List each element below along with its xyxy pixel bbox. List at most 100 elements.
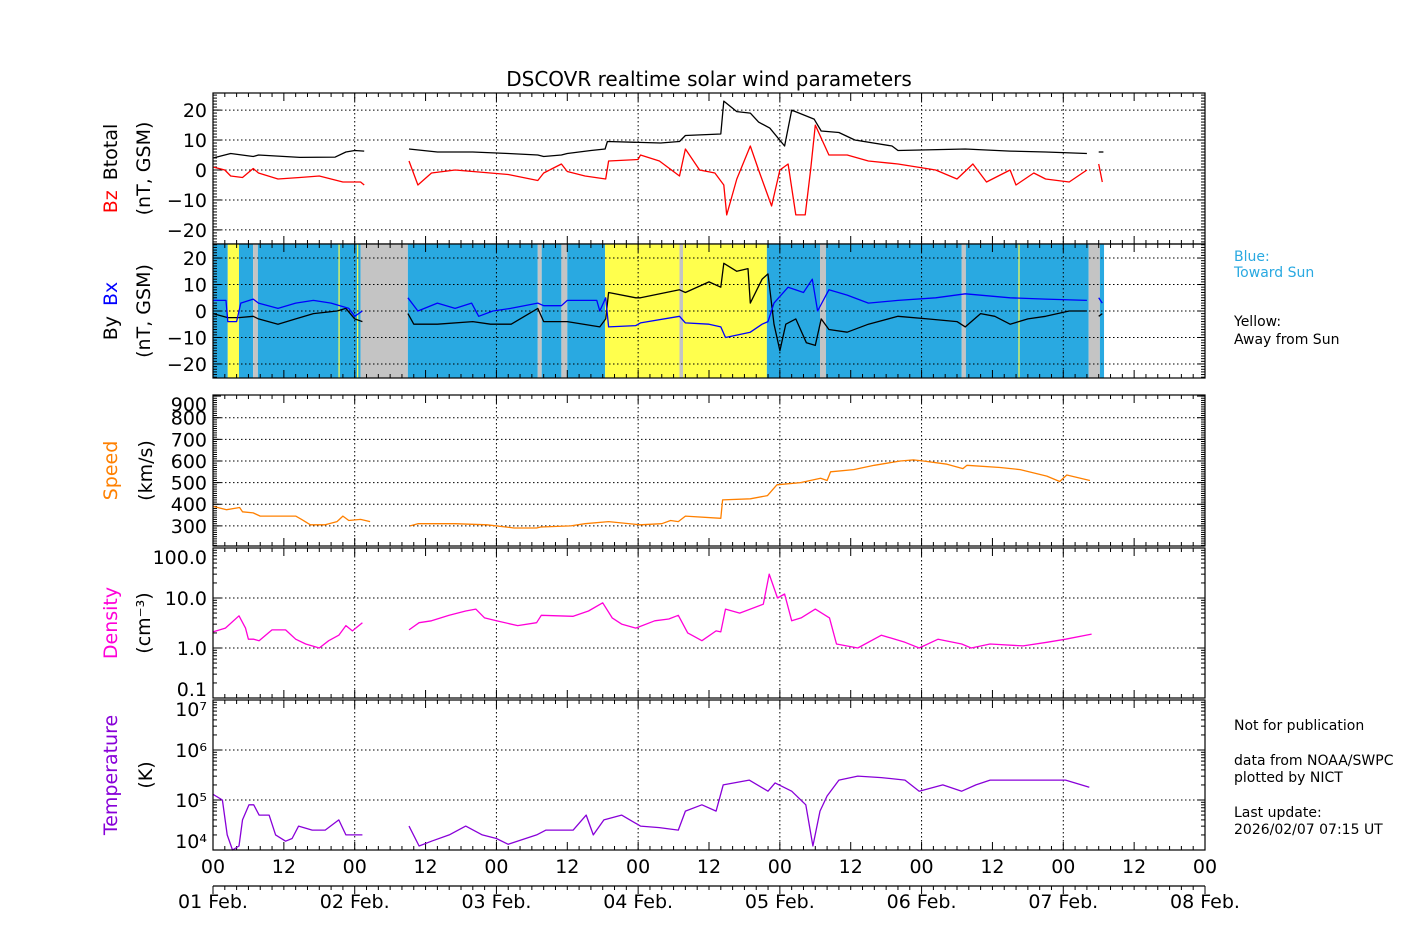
y-axis-unit: (K)	[135, 761, 157, 788]
y-tick-label: 500	[171, 473, 207, 495]
imf-sector-nodata	[561, 244, 568, 378]
panel-frame	[212, 547, 1206, 699]
y-axis-label-part: Bx	[100, 282, 122, 306]
y-tick-label: 800	[171, 408, 207, 430]
panel-frame	[212, 699, 1206, 851]
x-date-label: 02 Feb.	[320, 891, 390, 913]
temperature-line	[408, 775, 1090, 847]
legend-yellow-text: Away from Sun	[1234, 332, 1339, 348]
note-last-update-value: 2026/02/07 07:15 UT	[1234, 822, 1383, 838]
x-hour-label: 00	[343, 856, 367, 878]
x-hour-label: 12	[413, 856, 437, 878]
panel-frame	[212, 394, 1206, 547]
y-axis-unit: (km/s)	[135, 440, 157, 501]
bz-line	[212, 166, 365, 186]
y-tick-label: 20	[183, 248, 207, 270]
y-tick-label: 400	[171, 494, 207, 516]
imf-sector-nodata	[537, 244, 542, 378]
y-tick-label: 0	[195, 301, 207, 323]
note-not-for-publication: Not for publication	[1234, 718, 1364, 734]
panel-frame	[212, 243, 1206, 379]
imf-sector-away	[1018, 244, 1020, 378]
y-axis-label-part: Btotal	[100, 124, 122, 180]
y-tick-label: 900	[171, 394, 207, 416]
imf-sector-nodata	[820, 244, 826, 378]
x-hour-label: 00	[1051, 856, 1075, 878]
y-tick-label: 300	[171, 516, 207, 538]
bz-line	[1098, 163, 1103, 183]
plot-notes: Not for publication data from NOAA/SWPC …	[1234, 718, 1394, 838]
y-axis-label-part: Density	[100, 587, 122, 659]
density-line	[212, 615, 363, 649]
y-tick-label: 0.1	[177, 679, 207, 701]
panel-mag1: 20 10 0 −10 −20 Bz Btotal (nT, GSM)	[100, 92, 1206, 245]
speed-line	[410, 459, 1091, 529]
imf-sector-legend: Blue: Toward Sun Yellow: Away from Sun	[1233, 249, 1339, 348]
y-tick-label: 1.0	[177, 638, 207, 660]
y-tick-label: −20	[167, 354, 207, 376]
imf-sector-nodata	[253, 244, 258, 378]
note-data-source: data from NOAA/SWPC	[1234, 753, 1394, 769]
x-date-label: 05 Feb.	[745, 891, 815, 913]
y-tick-label: 20	[183, 100, 207, 122]
x-hour-label: 00	[768, 856, 792, 878]
x-hour-label: 00	[909, 856, 933, 878]
y-axis-unit: (nT, GSM)	[133, 122, 155, 216]
btotal-line	[212, 149, 365, 159]
y-tick-label: −10	[167, 190, 207, 212]
legend-blue-text: Toward Sun	[1233, 265, 1314, 281]
x-hour-label: 12	[272, 856, 296, 878]
y-tick-label: −10	[167, 327, 207, 349]
imf-sector-nodata	[961, 244, 966, 378]
x-date-label: 03 Feb.	[461, 891, 531, 913]
y-tick-label: 100.0	[153, 547, 207, 569]
panel-density: 100.0 10.0 1.0 0.1 Density (cm⁻³)	[100, 547, 1206, 701]
x-date-label: 07 Feb.	[1028, 891, 1098, 913]
bx-line	[213, 298, 363, 323]
chart-title: DSCOVR realtime solar wind parameters	[506, 67, 912, 91]
x-hour-label: 00	[1193, 856, 1217, 878]
y-axis-label-part: Temperature	[100, 715, 122, 836]
x-hour-label: 12	[697, 856, 721, 878]
panel-frame	[212, 92, 1206, 245]
by-line	[407, 262, 1087, 352]
x-date-label: 08 Feb.	[1170, 891, 1240, 913]
note-last-update-label: Last update:	[1234, 805, 1322, 821]
y-axis-label: Speed	[100, 441, 122, 501]
by-line	[1098, 313, 1103, 317]
note-plotted-by: plotted by NICT	[1234, 770, 1343, 786]
y-tick-label: 10	[183, 130, 207, 152]
x-hour-label: 00	[201, 856, 225, 878]
imf-sector-nodata	[360, 244, 408, 378]
x-date-label: 01 Feb.	[178, 891, 248, 913]
x-hour-label: 12	[555, 856, 579, 878]
y-axis-label: Temperature	[100, 715, 122, 836]
density-line	[408, 573, 1092, 649]
y-axis-label-part: By	[100, 316, 122, 340]
x-hour-label: 00	[484, 856, 508, 878]
imf-sector-toward	[541, 244, 562, 378]
y-axis-label-part: Bz	[100, 190, 122, 213]
x-hour-label: 12	[1122, 856, 1146, 878]
y-axis-unit: (nT, GSM)	[133, 264, 155, 358]
y-tick-label: 10⁶	[175, 740, 207, 762]
y-tick-label: 0	[195, 160, 207, 182]
panels: 20 10 0 −10 −20 Bz Btotal (nT, GSM) 20 10 0 −10 −20 B…	[100, 92, 1206, 853]
y-tick-label: 10⁷	[175, 699, 207, 721]
legend-blue-title: Blue:	[1234, 249, 1270, 265]
bx-line	[1098, 297, 1103, 304]
btotal-line	[408, 100, 1087, 158]
panel-mag2: 20 10 0 −10 −20 By Bx (nT, GSM)	[100, 243, 1206, 379]
panel-temperature: 10⁷ 10⁶ 10⁵ 10⁴ Temperature (K)	[100, 699, 1206, 853]
y-axis-label: By Bx	[100, 282, 122, 341]
bz-line	[408, 124, 1088, 216]
x-hour-label: 12	[839, 856, 863, 878]
temperature-line	[212, 793, 363, 851]
y-axis-label: Bz Btotal	[100, 124, 122, 214]
y-axis-label: Density	[100, 587, 122, 659]
y-tick-label: 10.0	[165, 588, 207, 610]
x-hour-label: 00	[626, 856, 650, 878]
y-tick-label: 10	[183, 275, 207, 297]
time-axis: 00 12 00 12 00 12 00 12 00 12 00 12 00 12 00 01 Feb. 02 …	[178, 856, 1240, 913]
